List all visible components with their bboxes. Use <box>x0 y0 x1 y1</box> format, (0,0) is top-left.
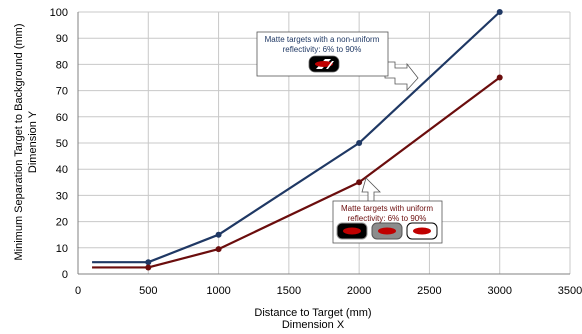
callout-uniform: Matte targets with uniform reflectivity:… <box>332 177 443 244</box>
x-tick-labels: 0 500 1000 1500 2000 2500 3000 3500 <box>75 285 582 297</box>
x-axis-sublabel: Dimension X <box>282 319 345 331</box>
callout-uniform-text-1: Matte targets with uniform <box>341 204 433 213</box>
x-tick-label: 2500 <box>417 285 441 297</box>
data-point <box>215 246 222 253</box>
y-tick-label: 60 <box>56 112 68 124</box>
data-point <box>356 179 363 186</box>
x-tick-label: 500 <box>139 285 157 297</box>
callout-nonuniform: Matte targets with a non-uniform reflect… <box>256 31 419 92</box>
series-layer <box>92 9 503 271</box>
y-axis-sublabel: Dimension Y <box>27 110 39 173</box>
data-point <box>496 9 503 15</box>
x-tick-label: 0 <box>75 285 81 297</box>
x-tick-label: 3500 <box>558 285 582 297</box>
callout-nonuniform-text-1: Matte targets with a non-uniform <box>265 35 380 44</box>
nonuniform-target-icon <box>308 55 340 73</box>
data-point <box>215 231 222 238</box>
data-point <box>145 259 152 266</box>
y-tick-label: 80 <box>56 59 68 71</box>
series-1 <box>92 74 503 271</box>
y-tick-label: 0 <box>62 269 68 281</box>
data-point <box>356 140 363 146</box>
callout-uniform-pointer <box>361 177 381 203</box>
uniform-target-icon-black <box>336 222 368 240</box>
y-tick-label: 10 <box>56 243 68 255</box>
x-tick-label: 1500 <box>277 285 301 297</box>
y-axis-label: Minimum Separation Target to Background … <box>13 23 25 260</box>
x-tick-label: 3000 <box>487 285 511 297</box>
x-tick-label: 1000 <box>206 285 230 297</box>
x-axis-label: Distance to Target (mm) <box>254 307 371 319</box>
y-tick-labels: 0 10 20 30 40 50 60 70 80 90 100 <box>50 7 68 281</box>
callout-uniform-text-2: reflectivity: 6% to 90% <box>348 214 427 223</box>
y-tick-label: 20 <box>56 217 68 229</box>
grid <box>78 11 571 274</box>
y-tick-label: 50 <box>56 138 68 150</box>
data-point <box>496 74 503 81</box>
axes <box>77 12 570 275</box>
data-point <box>145 264 152 271</box>
y-tick-label: 90 <box>56 33 68 45</box>
callout-nonuniform-text-2: reflectivity: 6% to 90% <box>283 45 362 54</box>
x-tick-label: 2000 <box>347 285 371 297</box>
y-tick-label: 40 <box>56 164 68 176</box>
y-tick-label: 70 <box>56 86 68 98</box>
callout-nonuniform-pointer <box>384 61 419 92</box>
uniform-target-icon-grey <box>371 222 403 240</box>
y-tick-label: 100 <box>50 7 68 19</box>
uniform-target-icon-white <box>406 222 438 240</box>
y-tick-label: 30 <box>56 190 68 202</box>
series-0 <box>92 9 503 266</box>
